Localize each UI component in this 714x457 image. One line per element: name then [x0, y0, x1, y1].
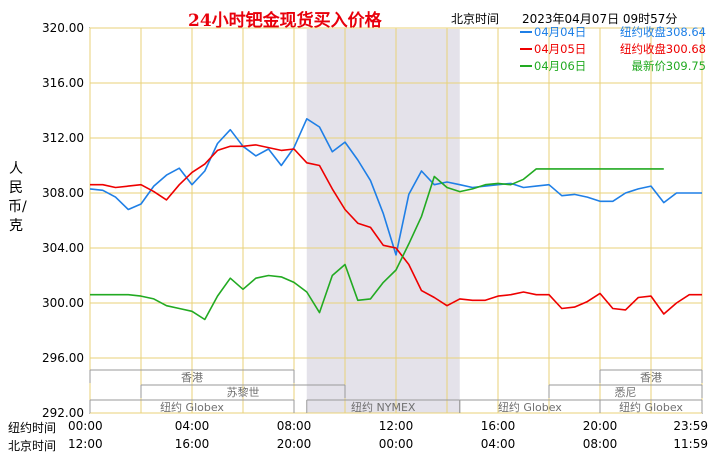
x-axis-newyork-label: 纽约时间: [8, 421, 57, 435]
legend-value: 309.75: [666, 59, 706, 73]
legend-value: 308.64: [666, 25, 706, 39]
x-tick-label-beijing: 11:59: [673, 437, 708, 451]
session-label: 纽约 NYMEX: [351, 400, 416, 414]
session-label: 香港: [640, 371, 662, 384]
x-tick-label-newyork: 12:00: [379, 419, 414, 433]
x-tick-label-beijing: 08:00: [583, 437, 618, 451]
legend-date: 04月04日: [534, 25, 586, 39]
nymex-session-band: [306, 29, 460, 413]
y-tick-label: 296.00: [42, 351, 84, 365]
y-tick-label: 308.00: [42, 186, 84, 200]
legend-date: 04月06日: [534, 59, 586, 73]
series-line: [90, 168, 664, 321]
session-label: 悉尼: [615, 386, 637, 399]
y-tick-label: 292.00: [42, 406, 84, 420]
timestamp: 2023年04月07日 09时57分: [522, 12, 678, 26]
x-axis-beijing-label: 北京时间: [8, 439, 57, 453]
session-label: 香港: [181, 371, 203, 384]
session-label: 苏黎世: [227, 385, 260, 399]
x-tick-label-newyork: 08:00: [277, 419, 312, 433]
x-tick-label-newyork: 04:00: [175, 419, 210, 433]
legend-label: 纽约收盘: [620, 25, 666, 39]
x-tick-label-beijing: 12:00: [68, 437, 103, 451]
session-label: 纽约 Globex: [160, 400, 224, 414]
x-tick-label-beijing: 16:00: [175, 437, 210, 451]
chart-title: 24小时钯金现货买入价格: [188, 11, 382, 31]
y-tick-label: 300.00: [42, 296, 84, 310]
x-tick-label-beijing: 20:00: [277, 437, 312, 451]
y-tick-label: 316.00: [42, 76, 84, 90]
series-line: [90, 144, 702, 315]
x-tick-label-newyork: 00:00: [68, 419, 103, 433]
timezone-label: 北京时间: [451, 12, 500, 26]
series-line: [89, 118, 702, 256]
x-tick-label-beijing: 04:00: [481, 437, 516, 451]
y-tick-label: 304.00: [42, 241, 84, 255]
x-tick-label-newyork: 20:00: [583, 419, 618, 433]
y-tick-label: 312.00: [42, 131, 84, 145]
x-tick-label-beijing: 00:00: [379, 437, 414, 451]
x-tick-label-newyork: 16:00: [481, 419, 516, 433]
session-label: 纽约 Globex: [619, 400, 683, 414]
legend-label: 纽约收盘: [620, 42, 666, 56]
legend-value: 300.68: [666, 42, 706, 56]
session-label: 纽约 Globex: [498, 400, 562, 414]
legend-label: 最新价: [632, 59, 667, 73]
y-tick-label: 320.00: [42, 21, 84, 35]
y-axis-label: 人民币/克: [8, 161, 27, 234]
legend-date: 04月05日: [534, 42, 586, 56]
x-tick-label-newyork: 23:59: [673, 419, 708, 433]
